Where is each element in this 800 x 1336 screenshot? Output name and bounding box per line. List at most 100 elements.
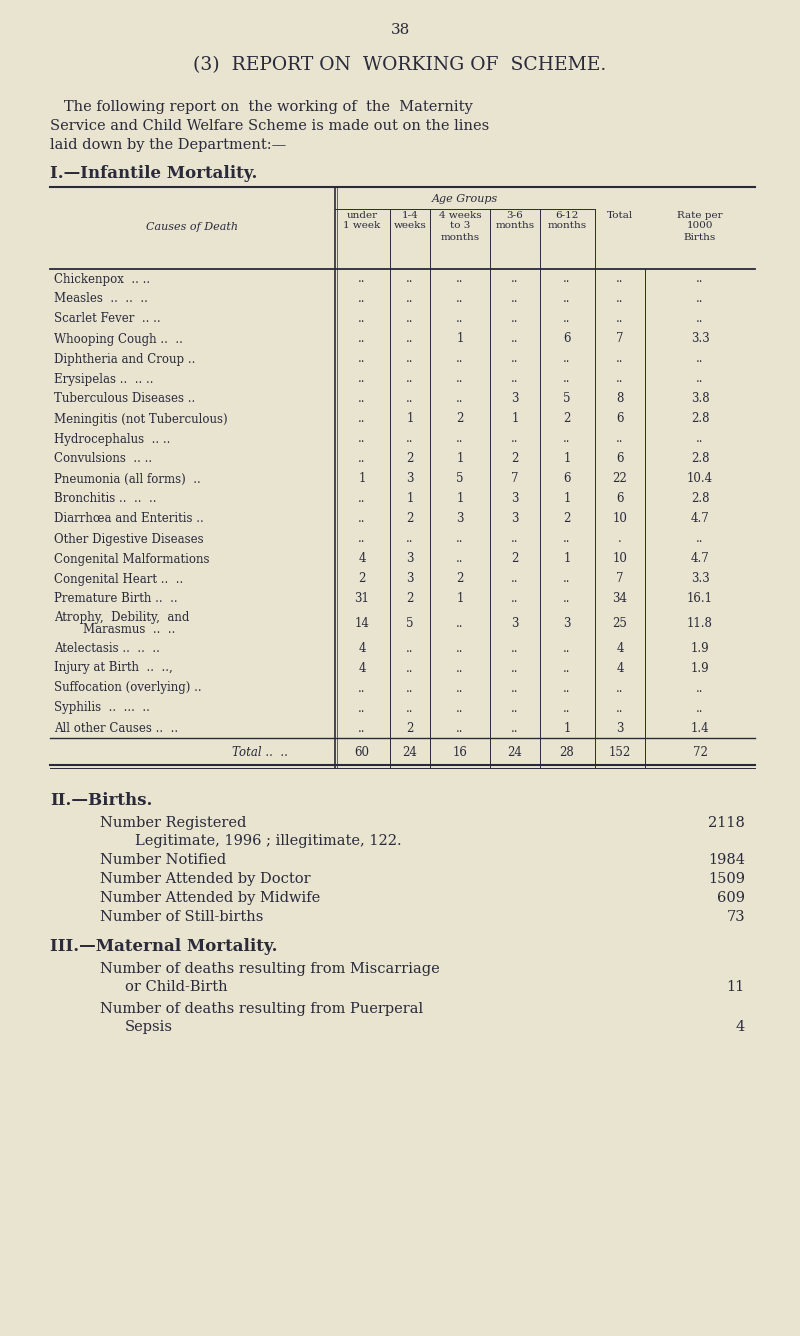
Text: Diphtheria and Croup ..: Diphtheria and Croup .. bbox=[54, 353, 195, 366]
Text: ..: .. bbox=[696, 273, 704, 286]
Text: 5: 5 bbox=[406, 617, 414, 631]
Text: Bronchitis ..  ..  ..: Bronchitis .. .. .. bbox=[54, 493, 157, 505]
Text: 10: 10 bbox=[613, 553, 627, 565]
Text: ..: .. bbox=[358, 433, 366, 445]
Text: ..: .. bbox=[696, 533, 704, 545]
Text: ..: .. bbox=[563, 681, 570, 695]
Text: 2: 2 bbox=[511, 553, 518, 565]
Text: 2: 2 bbox=[456, 573, 464, 585]
Text: ..: .. bbox=[696, 701, 704, 715]
Text: ..: .. bbox=[563, 573, 570, 585]
Text: ..: .. bbox=[563, 293, 570, 306]
Text: ..: .. bbox=[406, 273, 414, 286]
Text: 2: 2 bbox=[406, 592, 414, 605]
Text: laid down by the Department:—: laid down by the Department:— bbox=[50, 138, 286, 152]
Text: 1.9: 1.9 bbox=[690, 661, 710, 675]
Text: 1-4: 1-4 bbox=[402, 211, 418, 219]
Text: Meningitis (not Tuberculous): Meningitis (not Tuberculous) bbox=[54, 413, 228, 425]
Text: Number of deaths resulting from Puerperal: Number of deaths resulting from Puerpera… bbox=[100, 1002, 423, 1015]
Text: 1: 1 bbox=[456, 493, 464, 505]
Text: Hydrocephalus  .. ..: Hydrocephalus .. .. bbox=[54, 433, 170, 445]
Text: ..: .. bbox=[511, 681, 518, 695]
Text: Atrophy,  Debility,  and: Atrophy, Debility, and bbox=[54, 611, 190, 624]
Text: ..: .. bbox=[563, 533, 570, 545]
Text: ..: .. bbox=[696, 293, 704, 306]
Text: ..: .. bbox=[456, 721, 464, 735]
Text: 4: 4 bbox=[616, 661, 624, 675]
Text: ..: .. bbox=[406, 313, 414, 326]
Text: ..: .. bbox=[511, 333, 518, 346]
Text: ..: .. bbox=[511, 433, 518, 445]
Text: 152: 152 bbox=[609, 747, 631, 759]
Text: ..: .. bbox=[616, 353, 624, 366]
Text: Convulsions  .. ..: Convulsions .. .. bbox=[54, 453, 152, 465]
Text: ..: .. bbox=[358, 493, 366, 505]
Text: ..: .. bbox=[358, 293, 366, 306]
Text: ..: .. bbox=[358, 393, 366, 406]
Text: 2.8: 2.8 bbox=[690, 493, 710, 505]
Text: Legitimate, 1996 ; illegitimate, 122.: Legitimate, 1996 ; illegitimate, 122. bbox=[135, 834, 402, 848]
Text: ..: .. bbox=[511, 293, 518, 306]
Text: ..: .. bbox=[616, 313, 624, 326]
Text: 3: 3 bbox=[511, 493, 518, 505]
Text: Number of deaths resulting from Miscarriage: Number of deaths resulting from Miscarri… bbox=[100, 962, 440, 977]
Text: ..: .. bbox=[511, 641, 518, 655]
Text: ..: .. bbox=[456, 353, 464, 366]
Text: 609: 609 bbox=[717, 891, 745, 904]
Text: Sepsis: Sepsis bbox=[125, 1019, 173, 1034]
Text: 31: 31 bbox=[354, 592, 370, 605]
Text: weeks: weeks bbox=[394, 222, 426, 231]
Text: (3)  REPORT ON  WORKING OF  SCHEME.: (3) REPORT ON WORKING OF SCHEME. bbox=[194, 56, 606, 73]
Text: 6: 6 bbox=[616, 413, 624, 425]
Text: ..: .. bbox=[456, 617, 464, 631]
Text: ..: .. bbox=[456, 393, 464, 406]
Text: 3: 3 bbox=[511, 393, 518, 406]
Text: ..: .. bbox=[511, 701, 518, 715]
Text: Syphilis  ..  ...  ..: Syphilis .. ... .. bbox=[54, 701, 150, 715]
Text: ..: .. bbox=[616, 273, 624, 286]
Text: 1.4: 1.4 bbox=[690, 721, 710, 735]
Text: III.—Maternal Mortality.: III.—Maternal Mortality. bbox=[50, 938, 278, 955]
Text: months: months bbox=[495, 222, 534, 231]
Text: ..: .. bbox=[511, 721, 518, 735]
Text: ..: .. bbox=[406, 433, 414, 445]
Text: 3: 3 bbox=[406, 473, 414, 485]
Text: 4.7: 4.7 bbox=[690, 553, 710, 565]
Text: 24: 24 bbox=[402, 747, 418, 759]
Text: 3.3: 3.3 bbox=[690, 333, 710, 346]
Text: 3: 3 bbox=[511, 617, 518, 631]
Text: Scarlet Fever  .. ..: Scarlet Fever .. .. bbox=[54, 313, 161, 326]
Text: 1: 1 bbox=[511, 413, 518, 425]
Text: ..: .. bbox=[406, 293, 414, 306]
Text: ..: .. bbox=[358, 701, 366, 715]
Text: 3: 3 bbox=[406, 573, 414, 585]
Text: ..: .. bbox=[563, 273, 570, 286]
Text: ..: .. bbox=[358, 681, 366, 695]
Text: ..: .. bbox=[616, 701, 624, 715]
Text: 3: 3 bbox=[456, 513, 464, 525]
Text: Diarrhœa and Enteritis ..: Diarrhœa and Enteritis .. bbox=[54, 513, 204, 525]
Text: 2: 2 bbox=[358, 573, 366, 585]
Text: ..: .. bbox=[358, 413, 366, 425]
Text: 10.4: 10.4 bbox=[687, 473, 713, 485]
Text: ..: .. bbox=[406, 661, 414, 675]
Text: 3: 3 bbox=[511, 513, 518, 525]
Text: 5: 5 bbox=[456, 473, 464, 485]
Text: ..: .. bbox=[696, 313, 704, 326]
Text: Causes of Death: Causes of Death bbox=[146, 222, 238, 232]
Text: 3.3: 3.3 bbox=[690, 573, 710, 585]
Text: or Child-Birth: or Child-Birth bbox=[125, 981, 228, 994]
Text: 1: 1 bbox=[563, 553, 570, 565]
Text: 2118: 2118 bbox=[708, 816, 745, 830]
Text: Births: Births bbox=[684, 232, 716, 242]
Text: ..: .. bbox=[456, 433, 464, 445]
Text: 7: 7 bbox=[616, 573, 624, 585]
Text: 4 weeks: 4 weeks bbox=[438, 211, 482, 219]
Text: 1: 1 bbox=[563, 493, 570, 505]
Text: Other Digestive Diseases: Other Digestive Diseases bbox=[54, 533, 204, 545]
Text: ..: .. bbox=[511, 661, 518, 675]
Text: Age Groups: Age Groups bbox=[432, 194, 498, 204]
Text: 1: 1 bbox=[406, 413, 414, 425]
Text: 24: 24 bbox=[507, 747, 522, 759]
Text: Atelectasis ..  ..  ..: Atelectasis .. .. .. bbox=[54, 641, 160, 655]
